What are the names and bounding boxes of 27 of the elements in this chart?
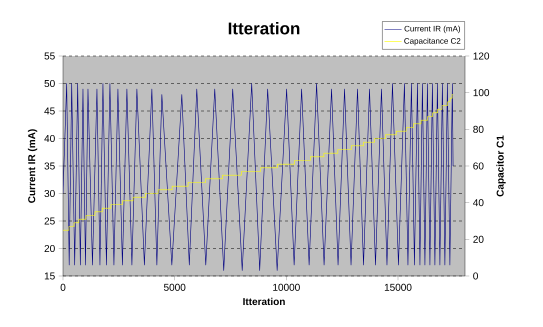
y-tick-label: 15: [44, 272, 55, 280]
y-tick-label: 35: [44, 162, 55, 170]
y-tick-label: 25: [44, 217, 55, 225]
y2-tick-label: 120: [474, 52, 490, 60]
x-tick-label: 15000: [384, 284, 412, 291]
y-tick-label: 50: [44, 80, 55, 88]
y-tick-label: 55: [44, 52, 55, 60]
legend-label: Capacitance C2: [404, 38, 460, 46]
legend-label: Current IR (mA): [404, 26, 460, 34]
x-tick-label: 10000: [273, 284, 300, 291]
y-tick-label: 40: [44, 134, 55, 142]
y2-tick-label: 40: [473, 199, 484, 206]
y-tick-label: 30: [44, 190, 55, 198]
y-axis-title: Current IR (mA): [28, 129, 38, 203]
x-tick-label: 0: [60, 284, 66, 291]
line-series: [63, 83, 454, 271]
y2-tick-label: 80: [473, 126, 484, 133]
x-axis-title: Itteration: [243, 298, 285, 306]
chart-title: Itteration: [228, 22, 300, 34]
y2-tick-label: 20: [473, 236, 484, 243]
y-tick-label: 45: [44, 108, 55, 114]
y2-tick-label: 100: [474, 89, 490, 96]
x-tick-label: 5000: [164, 284, 186, 291]
y2-tick-label: 0: [473, 272, 478, 280]
y2-axis-title: Capacitor C1: [496, 135, 506, 196]
y2-tick-label: 60: [473, 162, 484, 170]
y-tick-label: 20: [44, 244, 55, 252]
